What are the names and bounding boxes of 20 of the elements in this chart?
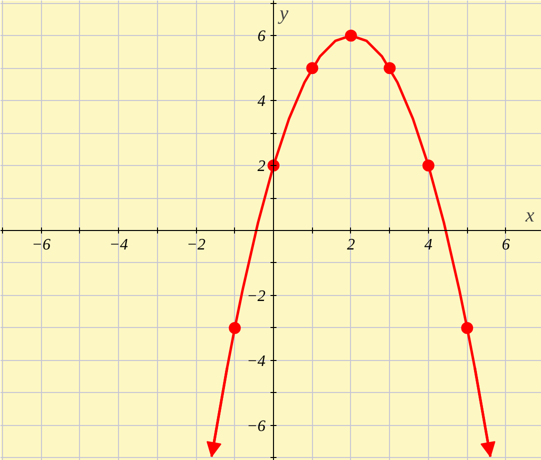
y-tick-label: −6 [246, 418, 266, 435]
x-tick-label: 6 [502, 236, 510, 254]
x-tick-label: −4 [109, 236, 128, 254]
y-axis-title: y [278, 2, 289, 24]
x-tick-label: −6 [32, 236, 51, 254]
point [228, 322, 241, 334]
y-tick-label: −2 [246, 288, 266, 305]
point [461, 322, 474, 334]
y-tick-label: 6 [258, 28, 266, 46]
y-tick-label: −4 [246, 352, 266, 370]
x-tick-label: 4 [424, 236, 432, 254]
point [344, 30, 357, 42]
x-axis-title: x [524, 204, 534, 226]
point [306, 62, 318, 74]
y-tick-label: 4 [258, 93, 266, 110]
x-tick-label: −2 [186, 236, 206, 254]
point [384, 62, 396, 74]
x-tick-label: 2 [346, 236, 355, 254]
y-tick-label: 2 [258, 158, 266, 176]
point [422, 160, 434, 172]
